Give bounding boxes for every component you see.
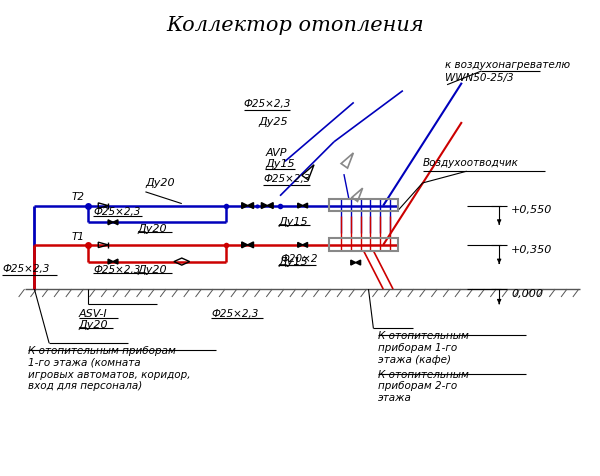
Text: Ду20: Ду20 — [145, 178, 175, 188]
Text: Ду25: Ду25 — [259, 117, 288, 127]
Polygon shape — [302, 242, 308, 248]
Text: приборам 1-го: приборам 1-го — [379, 343, 458, 353]
Text: Ф25×2,3: Ф25×2,3 — [263, 174, 311, 184]
Text: 0,000: 0,000 — [511, 289, 543, 299]
Text: Воздухоотводчик: Воздухоотводчик — [422, 159, 518, 169]
Text: 1-го этажа (комната: 1-го этажа (комната — [28, 358, 140, 368]
Text: T2: T2 — [72, 192, 85, 202]
Polygon shape — [302, 203, 308, 208]
Polygon shape — [113, 259, 118, 264]
Text: Ф25×2,3: Ф25×2,3 — [94, 265, 141, 275]
Text: к воздухонагревателю: к воздухонагревателю — [445, 60, 570, 70]
Text: +0,550: +0,550 — [511, 206, 553, 216]
Polygon shape — [248, 203, 254, 208]
Text: К отопительным: К отопительным — [379, 370, 469, 380]
Text: Ду15: Ду15 — [278, 218, 308, 228]
Text: Ф25×2,3: Ф25×2,3 — [244, 99, 291, 109]
Polygon shape — [298, 242, 302, 248]
Text: этажа: этажа — [379, 393, 412, 403]
Text: Ду15: Ду15 — [265, 159, 295, 169]
Polygon shape — [351, 260, 356, 265]
Polygon shape — [248, 242, 254, 248]
Text: К отопительным: К отопительным — [379, 331, 469, 341]
Text: AVP: AVP — [265, 149, 287, 159]
Text: T1: T1 — [72, 232, 85, 242]
Polygon shape — [108, 259, 113, 264]
Polygon shape — [242, 242, 248, 248]
Text: Ф25×2,3: Ф25×2,3 — [2, 265, 49, 275]
Text: Коллектор отопления: Коллектор отопления — [166, 16, 424, 35]
Text: Ф25×2,3: Ф25×2,3 — [211, 309, 259, 319]
Text: Ду15: Ду15 — [278, 257, 308, 267]
Text: игровых автоматов, коридор,: игровых автоматов, коридор, — [28, 370, 190, 380]
Polygon shape — [356, 260, 361, 265]
Polygon shape — [298, 203, 302, 208]
Text: Ф20×2: Ф20×2 — [280, 254, 317, 264]
Text: WWN50-25/3: WWN50-25/3 — [445, 73, 514, 83]
Text: ASV-I: ASV-I — [79, 309, 107, 319]
Polygon shape — [113, 220, 118, 225]
Text: этажа (кафе): этажа (кафе) — [379, 355, 451, 365]
Text: вход для персонала): вход для персонала) — [28, 381, 142, 391]
Text: приборам 2-го: приборам 2-го — [379, 381, 458, 391]
Bar — [329, 198, 398, 211]
Polygon shape — [242, 203, 248, 208]
Text: Ф25×2,3: Ф25×2,3 — [94, 208, 141, 218]
Text: Ду20: Ду20 — [79, 319, 108, 329]
Text: Ду20: Ду20 — [137, 265, 167, 275]
Bar — [329, 238, 398, 251]
Text: +0,350: +0,350 — [511, 245, 553, 255]
Polygon shape — [108, 220, 113, 225]
Text: Ду20: Ду20 — [137, 224, 167, 234]
Polygon shape — [262, 203, 267, 208]
Polygon shape — [267, 203, 273, 208]
Text: К отопительным приборам: К отопительным приборам — [28, 346, 175, 356]
